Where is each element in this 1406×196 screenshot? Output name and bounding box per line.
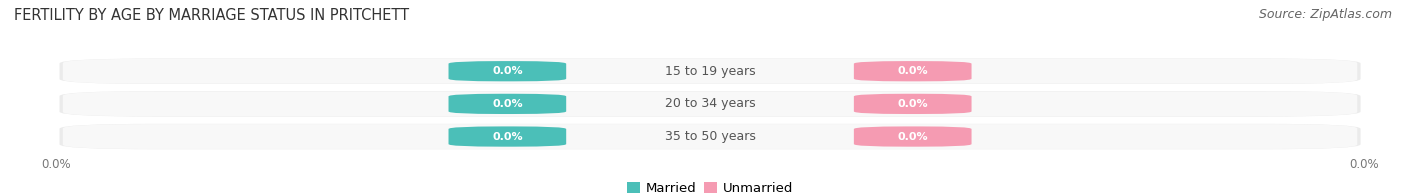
Text: 0.0%: 0.0% (492, 66, 523, 76)
Text: Source: ZipAtlas.com: Source: ZipAtlas.com (1258, 8, 1392, 21)
Text: 15 to 19 years: 15 to 19 years (665, 65, 755, 78)
FancyBboxPatch shape (449, 94, 567, 114)
FancyBboxPatch shape (63, 92, 1357, 116)
Text: 20 to 34 years: 20 to 34 years (665, 97, 755, 110)
FancyBboxPatch shape (59, 124, 1361, 149)
Text: 0.0%: 0.0% (897, 99, 928, 109)
FancyBboxPatch shape (63, 124, 1357, 149)
Text: 0.0%: 0.0% (492, 99, 523, 109)
FancyBboxPatch shape (59, 91, 1361, 117)
Text: FERTILITY BY AGE BY MARRIAGE STATUS IN PRITCHETT: FERTILITY BY AGE BY MARRIAGE STATUS IN P… (14, 8, 409, 23)
Legend: Married, Unmarried: Married, Unmarried (621, 177, 799, 196)
FancyBboxPatch shape (853, 94, 972, 114)
FancyBboxPatch shape (449, 61, 567, 81)
FancyBboxPatch shape (853, 61, 972, 81)
Text: 0.0%: 0.0% (492, 132, 523, 142)
FancyBboxPatch shape (449, 126, 567, 147)
Text: 0.0%: 0.0% (897, 66, 928, 76)
FancyBboxPatch shape (63, 59, 1357, 84)
FancyBboxPatch shape (59, 58, 1361, 84)
Text: 35 to 50 years: 35 to 50 years (665, 130, 755, 143)
FancyBboxPatch shape (853, 126, 972, 147)
Text: 0.0%: 0.0% (897, 132, 928, 142)
